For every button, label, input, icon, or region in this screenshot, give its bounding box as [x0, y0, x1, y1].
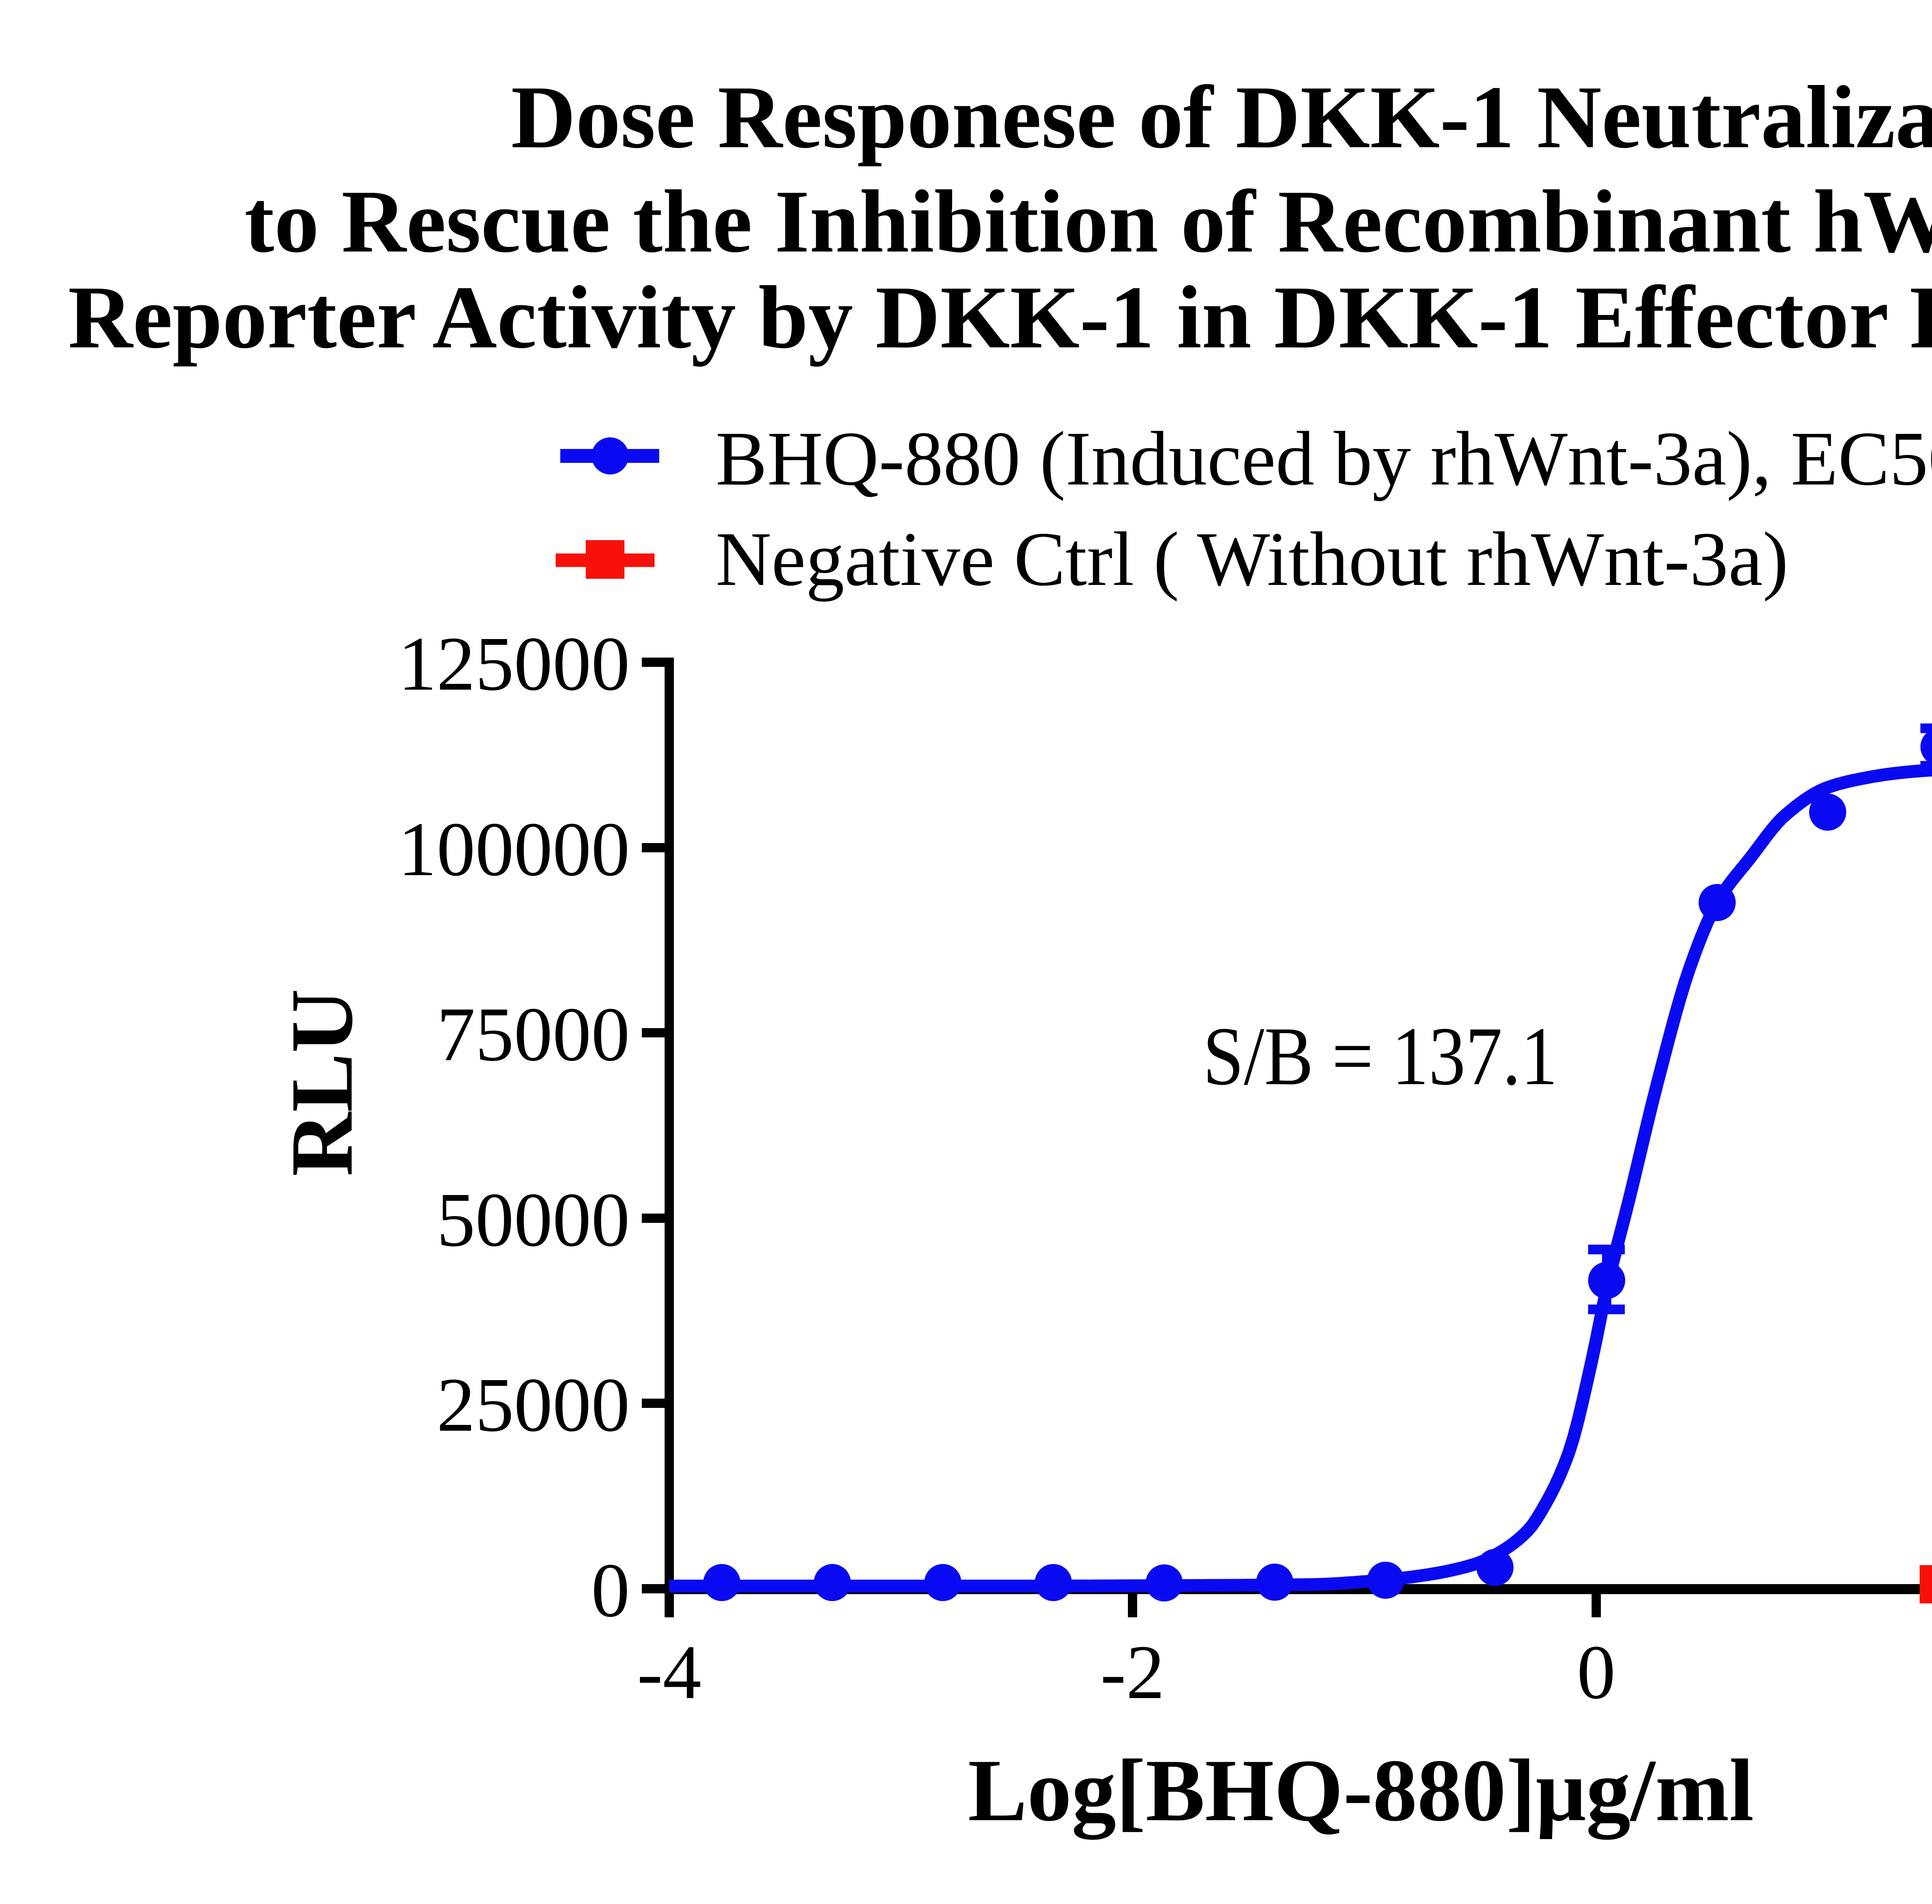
svg-text:Negative Ctrl ( Without rhWnt-: Negative Ctrl ( Without rhWnt-3a)	[716, 517, 1788, 602]
svg-text:RLU: RLU	[272, 989, 371, 1176]
svg-text:Reporter Activity by DKK-1 in: Reporter Activity by DKK-1 in DKK-1 Effe…	[68, 268, 1932, 367]
svg-text:BHQ-880 (Induced by rhWnt-3a),: BHQ-880 (Induced by rhWnt-3a), EC50 = 1.…	[716, 416, 1932, 502]
svg-text:125000: 125000	[398, 621, 630, 707]
svg-text:0: 0	[1577, 1630, 1616, 1715]
svg-text:S/B = 137.1: S/B = 137.1	[1203, 1010, 1558, 1102]
svg-text:75000: 75000	[437, 992, 630, 1077]
svg-text:-4: -4	[637, 1630, 702, 1715]
svg-text:0: 0	[591, 1548, 630, 1633]
svg-text:25000: 25000	[437, 1362, 630, 1448]
svg-text:Log[BHQ-880]μg/ml: Log[BHQ-880]μg/ml	[968, 1741, 1754, 1840]
svg-text:50000: 50000	[437, 1177, 630, 1263]
svg-text:-2: -2	[1100, 1630, 1165, 1715]
svg-text:Dose Responese of DKK-1 Neutra: Dose Responese of DKK-1 Neutralization A…	[511, 68, 1932, 167]
svg-text:to Rescue the Inhibition of Re: to Rescue the Inhibition of Recombinant …	[244, 172, 1932, 271]
svg-text:100000: 100000	[398, 807, 630, 892]
